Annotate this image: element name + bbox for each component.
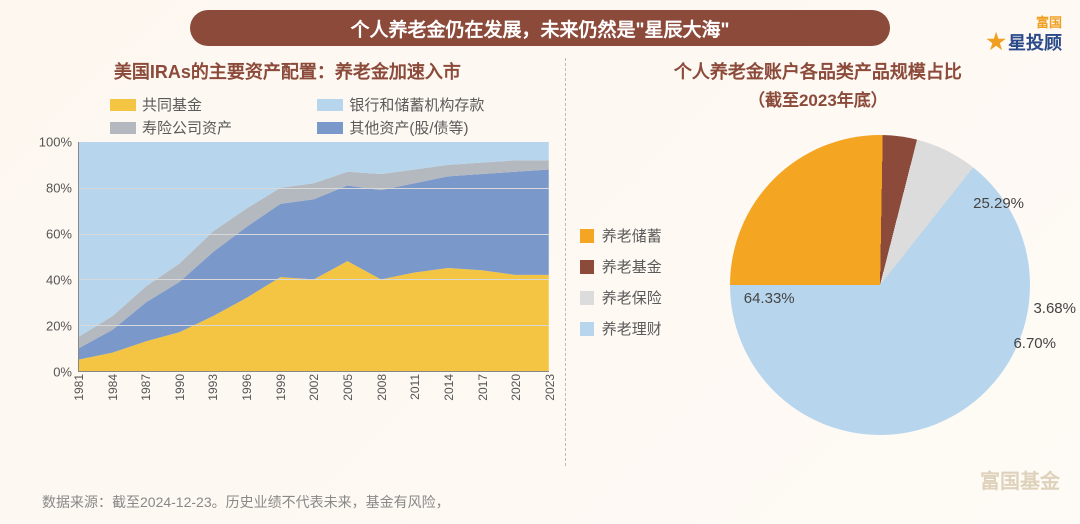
x-tick: 2011	[408, 374, 422, 400]
pie-label-wealth: 64.33%	[744, 290, 795, 307]
brand-line2: 星投顾	[1008, 33, 1062, 53]
brand-logo-bottom: 富国基金	[980, 465, 1060, 494]
legend-swatch	[317, 99, 343, 111]
legend-label: 养老保险	[602, 287, 662, 308]
area-chart-title: 美国IRAs的主要资产配置：养老金加速入市	[20, 58, 555, 84]
legend-swatch	[317, 122, 343, 134]
right-pie-chart-panel: 个人养老金账户各品类产品规模占比 （截至2023年底） 养老储蓄养老基金养老保险…	[565, 58, 1060, 466]
header-title: 个人养老金仍在发展，未来仍然是"星辰大海"	[350, 15, 729, 42]
legend-swatch	[580, 229, 594, 243]
header-title-bar: 个人养老金仍在发展，未来仍然是"星辰大海"	[190, 10, 890, 46]
area-legend-item: 共同基金	[110, 94, 317, 115]
x-tick: 1996	[240, 374, 254, 401]
y-tick: 80%	[46, 181, 72, 196]
y-tick: 20%	[46, 319, 72, 334]
x-tick: 1984	[106, 374, 120, 401]
pie-label-savings: 25.29%	[973, 195, 1024, 212]
pie-chart	[730, 135, 1030, 435]
area-plot	[78, 142, 549, 372]
y-tick: 60%	[46, 227, 72, 242]
area-x-axis: 1981198419871990199319961999200220052008…	[78, 372, 549, 412]
gridline	[79, 325, 549, 326]
gridline	[79, 234, 549, 235]
area-legend-item: 银行和储蓄机构存款	[317, 94, 524, 115]
legend-swatch	[110, 99, 136, 111]
pie-chart-wrap: 养老储蓄养老基金养老保险养老理财 25.29% 3.68% 6.70% 64.3…	[576, 125, 1060, 465]
pie-chart-subtitle: （截至2023年底）	[576, 86, 1060, 111]
pie-label-fund: 3.68%	[1033, 300, 1076, 317]
star-icon: ★	[986, 29, 1006, 54]
brand-line1: 富国	[986, 16, 1062, 30]
brand-logo-top: 富国 ★星投顾	[986, 16, 1062, 53]
x-tick: 2008	[375, 374, 389, 401]
pie-legend: 养老储蓄养老基金养老保险养老理财	[580, 225, 662, 349]
legend-swatch	[580, 322, 594, 336]
footer-source: 数据来源：截至2024-12-23。历史业绩不代表未来，基金有风险，	[42, 492, 450, 512]
legend-label: 养老储蓄	[602, 225, 662, 246]
content-row: 美国IRAs的主要资产配置：养老金加速入市 共同基金 银行和储蓄机构存款寿险公司资…	[0, 46, 1080, 466]
x-tick: 1987	[139, 374, 153, 401]
gridline	[79, 279, 549, 280]
area-legend-item: 寿险公司资产	[110, 117, 317, 138]
area-y-axis: 0%20%40%60%80%100%	[28, 142, 76, 372]
left-area-chart-panel: 美国IRAs的主要资产配置：养老金加速入市 共同基金 银行和储蓄机构存款寿险公司资…	[20, 58, 555, 466]
y-tick: 0%	[53, 365, 72, 380]
area-legend-item: 其他资产(股/债等)	[317, 117, 524, 138]
legend-label: 寿险公司资产	[142, 117, 232, 138]
pie-label-insurance: 6.70%	[1013, 335, 1056, 352]
x-tick: 2020	[509, 374, 523, 401]
area-chart-legend: 共同基金 银行和储蓄机构存款寿险公司资产 其他资产(股/债等)	[20, 86, 555, 142]
legend-swatch	[110, 122, 136, 134]
y-tick: 100%	[39, 135, 72, 150]
x-tick: 2005	[341, 374, 355, 401]
area-chart: 0%20%40%60%80%100% 198119841987199019931…	[28, 142, 555, 412]
pie-legend-item: 养老基金	[580, 256, 662, 277]
legend-swatch	[580, 291, 594, 305]
legend-swatch	[580, 260, 594, 274]
area-svg	[79, 142, 549, 371]
x-tick: 2002	[307, 374, 321, 401]
y-tick: 40%	[46, 273, 72, 288]
x-tick: 1981	[72, 374, 86, 401]
x-tick: 2014	[442, 374, 456, 401]
x-tick: 1993	[206, 374, 220, 401]
x-tick: 1990	[173, 374, 187, 401]
pie-legend-item: 养老储蓄	[580, 225, 662, 246]
legend-label: 其他资产(股/债等)	[349, 117, 468, 138]
x-tick: 2023	[543, 374, 557, 401]
pie-legend-item: 养老保险	[580, 287, 662, 308]
x-tick: 2017	[476, 374, 490, 401]
legend-label: 养老理财	[602, 318, 662, 339]
legend-label: 银行和储蓄机构存款	[349, 94, 484, 115]
x-tick: 1999	[274, 374, 288, 401]
legend-label: 养老基金	[602, 256, 662, 277]
gridline	[79, 188, 549, 189]
pie-chart-title: 个人养老金账户各品类产品规模占比	[576, 58, 1060, 84]
legend-label: 共同基金	[142, 94, 202, 115]
pie-legend-item: 养老理财	[580, 318, 662, 339]
